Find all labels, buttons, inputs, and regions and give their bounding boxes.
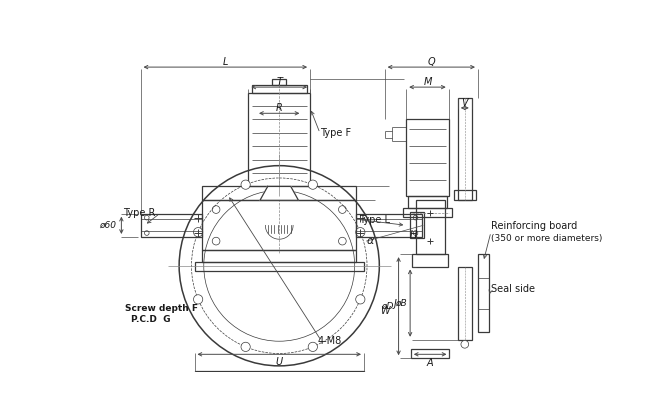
Bar — [356, 214, 422, 237]
Text: Q: Q — [428, 57, 435, 67]
Text: Type F: Type F — [320, 128, 351, 138]
Text: W: W — [380, 306, 390, 316]
Circle shape — [413, 231, 418, 235]
Polygon shape — [260, 186, 298, 200]
Bar — [406, 120, 448, 196]
Circle shape — [461, 340, 469, 348]
Bar — [458, 267, 472, 340]
Bar — [403, 208, 452, 217]
Bar — [194, 380, 211, 391]
Circle shape — [213, 237, 220, 245]
Circle shape — [144, 231, 149, 235]
Text: T: T — [276, 77, 282, 87]
Text: P.C.D  G: P.C.D G — [131, 315, 171, 324]
Text: U: U — [276, 357, 283, 367]
Circle shape — [339, 206, 346, 214]
Text: M: M — [423, 77, 432, 87]
Text: A: A — [427, 358, 434, 368]
Bar — [140, 214, 202, 237]
Bar — [202, 250, 356, 262]
Text: Screw depth F: Screw depth F — [125, 303, 198, 313]
Text: L: L — [223, 57, 228, 67]
Circle shape — [356, 227, 365, 237]
Circle shape — [308, 180, 317, 189]
Bar — [347, 380, 364, 391]
Text: øB: øB — [395, 298, 407, 308]
Text: Type L: Type L — [359, 214, 389, 224]
Circle shape — [308, 342, 317, 352]
Text: H: H — [410, 230, 417, 240]
Circle shape — [339, 237, 346, 245]
Bar — [248, 92, 310, 186]
Circle shape — [413, 215, 418, 220]
Text: Reinforcing board: Reinforcing board — [491, 221, 577, 231]
Circle shape — [241, 342, 250, 352]
Bar — [202, 200, 356, 250]
Circle shape — [356, 295, 365, 304]
Circle shape — [144, 215, 149, 220]
Bar — [413, 254, 448, 267]
Text: R: R — [276, 103, 283, 113]
Text: Type R: Type R — [123, 209, 155, 218]
Bar — [202, 186, 356, 200]
Text: 4-M8: 4-M8 — [317, 336, 341, 346]
Bar — [415, 200, 445, 254]
Bar — [478, 254, 489, 332]
Bar — [408, 196, 447, 208]
Text: V: V — [462, 97, 468, 107]
Bar — [410, 212, 424, 238]
Circle shape — [213, 206, 220, 214]
Text: α: α — [366, 236, 374, 246]
Bar — [454, 189, 476, 200]
Text: J: J — [393, 299, 396, 309]
Bar — [411, 349, 449, 358]
Bar — [194, 262, 364, 271]
Bar — [194, 371, 364, 380]
Bar — [458, 98, 472, 200]
Text: øD: øD — [382, 302, 394, 311]
Circle shape — [241, 180, 250, 189]
Bar — [272, 79, 286, 85]
Bar — [252, 85, 307, 92]
Circle shape — [194, 227, 203, 237]
Text: (350 or more diameters): (350 or more diameters) — [491, 234, 603, 242]
Text: Seal side: Seal side — [491, 284, 535, 294]
Circle shape — [194, 295, 203, 304]
Text: ø60: ø60 — [99, 221, 116, 230]
